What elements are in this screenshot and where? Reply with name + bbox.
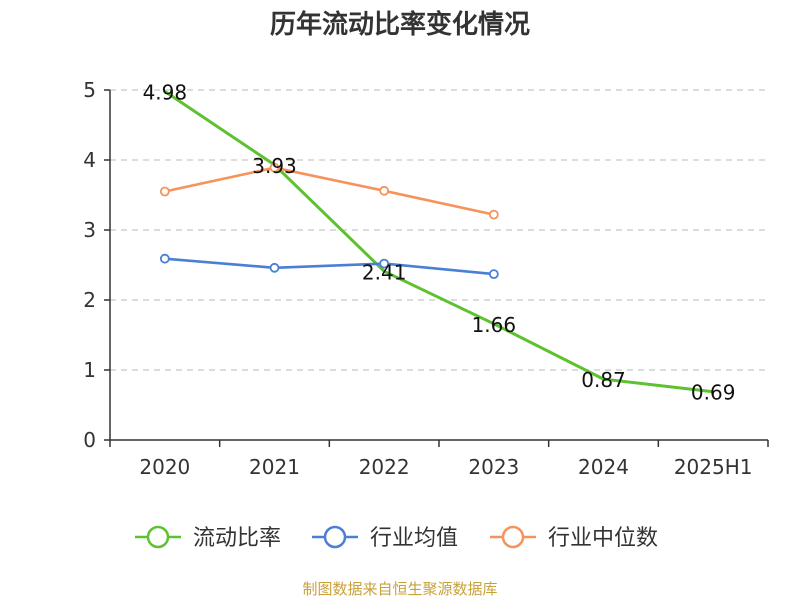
series-1-point-2022 xyxy=(379,258,390,269)
legend-label-1: 行业均值 xyxy=(370,526,458,551)
legend-label-0: 流动比率 xyxy=(193,526,281,551)
legend-item-0[interactable]: 流动比率 xyxy=(135,525,281,551)
x-tick-label-2023: 2023 xyxy=(468,455,519,479)
chart-title: 历年流动比率变化情况 xyxy=(269,10,530,40)
axes: 0 1 2 3 4 5 2020 2021 2022 2023 2024 2025H1 xyxy=(83,78,769,479)
series-1-point-2023 xyxy=(488,269,499,280)
series-2-point-2021 xyxy=(269,162,280,173)
series-2-point-2020 xyxy=(159,186,170,197)
series-lines xyxy=(159,90,714,394)
series-line-0 xyxy=(163,90,714,394)
x-tick-label-2024: 2024 xyxy=(578,455,629,479)
y-tick-label-0: 0 xyxy=(83,428,96,452)
series-1-point-2020 xyxy=(159,253,170,264)
legend-item-2[interactable]: 行业中位数 xyxy=(490,525,658,551)
series-line-2 xyxy=(164,166,495,216)
data-label-2024: 0.87 xyxy=(581,368,626,392)
data-label-2021: 3.93 xyxy=(252,154,297,178)
data-labels: 4.98 3.93 2.41 1.66 0.87 0.69 xyxy=(143,80,736,404)
legend-marker-0 xyxy=(146,525,170,549)
grid-lines xyxy=(110,89,768,371)
data-label-2020: 4.98 xyxy=(143,80,188,104)
x-tick-label-2020: 2020 xyxy=(139,455,190,479)
series-line-1 xyxy=(164,257,494,276)
x-tick-label-2025H1: 2025H1 xyxy=(674,455,753,479)
y-tick-label-3: 3 xyxy=(83,218,96,242)
data-label-2022: 2.41 xyxy=(362,260,407,284)
legend-label-2: 行业中位数 xyxy=(548,526,658,551)
data-source-note: 制图数据来自恒生聚源数据库 xyxy=(302,580,498,598)
data-label-2023: 1.66 xyxy=(472,313,517,337)
series-1-point-2021 xyxy=(269,262,280,273)
x-tick-label-2022: 2022 xyxy=(359,455,410,479)
legend-marker-1 xyxy=(323,525,347,549)
y-tick-label-1: 1 xyxy=(83,358,96,382)
legend-item-1[interactable]: 行业均值 xyxy=(312,525,458,551)
data-label-2025H1: 0.69 xyxy=(691,381,736,405)
y-tick-label-4: 4 xyxy=(83,148,96,172)
x-tick-label-2021: 2021 xyxy=(249,455,300,479)
series-2-point-2022 xyxy=(379,185,390,196)
y-tick-label-5: 5 xyxy=(83,78,96,102)
legend-marker-2 xyxy=(501,525,525,549)
y-tick-label-2: 2 xyxy=(83,288,96,312)
series-2-point-2023 xyxy=(488,209,499,220)
legend[interactable]: 流动比率 行业均值 行业中位数 xyxy=(135,525,658,551)
